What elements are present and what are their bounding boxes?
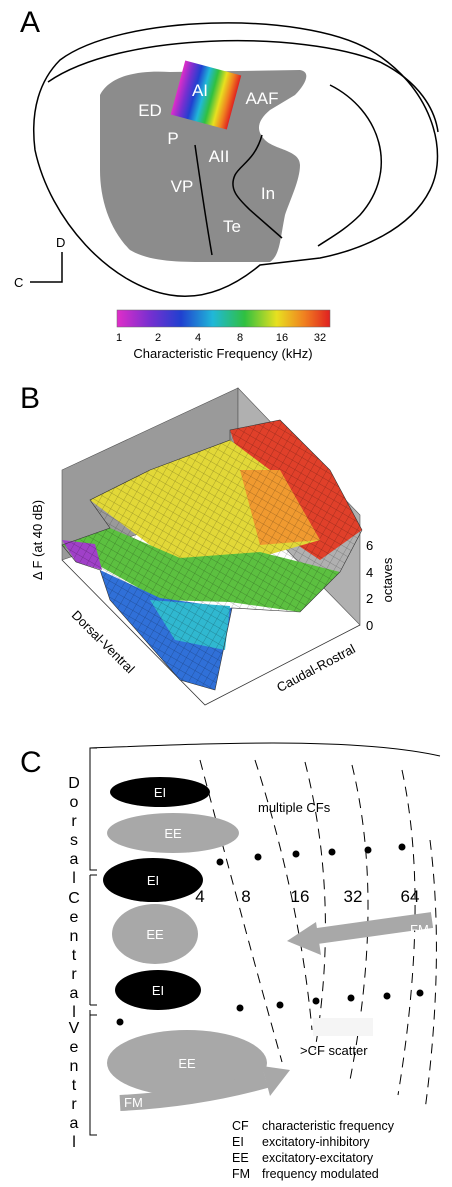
cortex-edge — [89, 742, 441, 757]
ei-region — [115, 970, 201, 1010]
legend-abbr: CF — [232, 1119, 249, 1133]
legend-abbr: FM — [232, 1167, 250, 1181]
colorbar-tick: 8 — [237, 332, 243, 344]
frequency-label: 4 — [195, 887, 204, 906]
colorbar-tick: 16 — [276, 332, 288, 344]
frequency-label: 64 — [401, 887, 420, 906]
ellipse-label: EI — [147, 873, 159, 888]
annotation: >CF scatter — [300, 1043, 368, 1058]
colorbar — [116, 309, 331, 328]
annotation: multiple CFs — [258, 800, 331, 815]
z-tick-label: 4 — [366, 565, 373, 580]
colorbar-title: Characteristic Frequency (kHz) — [133, 346, 312, 361]
iso-frequency-line — [304, 761, 326, 1051]
colorbar-tick: 32 — [314, 332, 326, 344]
region-label: AAF — [245, 89, 278, 108]
legend-text: excitatory-inhibitory — [262, 1135, 370, 1149]
axis-label: D — [56, 235, 65, 250]
panel-label: A — [20, 6, 40, 39]
ellipse-label: EE — [164, 826, 182, 841]
ee-region — [107, 813, 239, 853]
zone-label: Central — [66, 890, 83, 1023]
panel-c: C Dorsal Central Ventral EI EE EI EE EI … — [20, 742, 441, 1181]
legend-text: characteristic frequency — [262, 1119, 395, 1133]
iso-frequency-line — [199, 759, 283, 1063]
colorbar-tick: 2 — [155, 332, 161, 344]
surface — [61, 419, 363, 691]
region-label: In — [261, 184, 275, 203]
colorbar-tick: 1 — [116, 332, 122, 344]
z-axis-label: Δ F (at 40 dB) — [30, 500, 45, 580]
legend-text: frequency modulated — [262, 1167, 379, 1181]
region-label: AII — [209, 147, 230, 166]
z-tick-label: 0 — [366, 618, 373, 633]
legend-abbr: EI — [232, 1135, 244, 1149]
ellipse-label: EE — [146, 927, 164, 942]
zone-label: Ventral — [66, 1020, 83, 1153]
z-tick-label: 6 — [366, 538, 373, 553]
arrow-label: FM — [410, 922, 429, 937]
sulcus — [317, 84, 383, 247]
ellipse-label: EE — [178, 1056, 196, 1071]
frequency-label: 32 — [344, 887, 363, 906]
ee-region — [112, 904, 198, 964]
panel-label: C — [20, 746, 42, 779]
region-label: ED — [138, 101, 162, 120]
colorbar-tick: 4 — [195, 332, 201, 344]
iso-frequency-line — [254, 759, 313, 1031]
legend-text: excitatory-excitatory — [262, 1151, 374, 1165]
ellipse-label: EI — [152, 983, 164, 998]
zone-label: Dorsal — [66, 775, 83, 889]
y-axis-label: Caudal-Rostral — [274, 641, 358, 695]
region-label: P — [167, 129, 178, 148]
legend-abbr: EE — [232, 1151, 249, 1165]
bracket — [90, 874, 97, 1016]
arrow-label: FM — [124, 1095, 143, 1110]
floor-edge — [61, 559, 361, 706]
fm-arrow-head — [287, 922, 321, 955]
bracket — [89, 747, 97, 1136]
brain-outline — [32, 22, 439, 297]
iso-frequency-line — [424, 839, 437, 1111]
iso-frequency-line — [397, 769, 416, 1096]
tonotopic-map — [170, 60, 242, 130]
ellipse-label: EI — [154, 785, 166, 800]
region-label: VP — [171, 177, 194, 196]
z-tick-label: 2 — [366, 591, 373, 606]
sulcus — [232, 134, 283, 239]
frequency-label: 16 — [291, 887, 310, 906]
fm-arrow — [119, 1072, 269, 1111]
ei-region — [103, 858, 203, 902]
orientation-axes — [30, 252, 63, 283]
sulcus — [47, 39, 439, 133]
scatter-region — [313, 1018, 373, 1036]
fm-arrow — [308, 912, 434, 945]
ee-region — [107, 1030, 267, 1096]
panel-a: A AI AAF ED P AII VP In Te D C 1 2 4 8 1… — [14, 6, 439, 361]
region-label: Te — [223, 217, 241, 236]
z-unit: octaves — [380, 557, 395, 602]
panel-label: B — [20, 382, 40, 415]
fm-arrow-head — [262, 1066, 290, 1096]
region-label: AI — [192, 81, 208, 100]
dots — [116, 843, 424, 1026]
ei-region — [110, 777, 210, 807]
iso-frequency-line — [349, 764, 369, 1081]
panel-b: B Δ F (at 40 dB) 0 2 4 6 octaves Dorsal-… — [20, 382, 395, 706]
sulcus — [194, 144, 213, 256]
axis-label: C — [14, 275, 23, 290]
frequency-label: 8 — [241, 887, 250, 906]
